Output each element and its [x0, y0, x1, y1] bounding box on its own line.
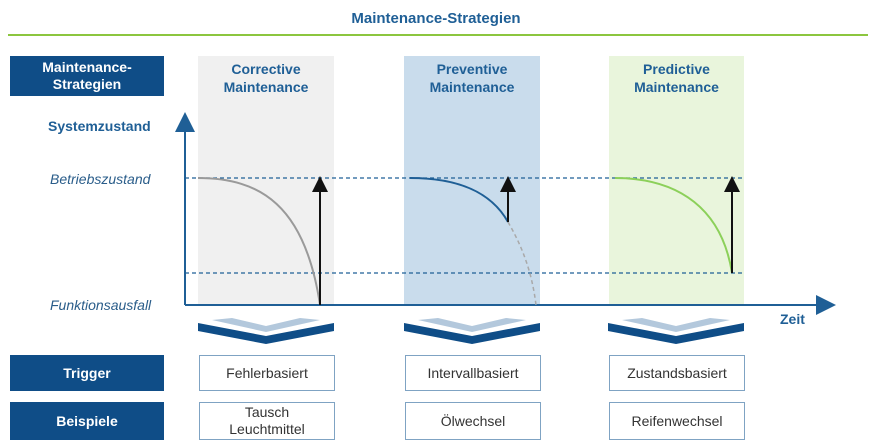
- corrective-title: Corrective Maintenance: [223, 61, 309, 95]
- preventive-column: [404, 56, 540, 304]
- row-label-examples: Beispiele: [10, 402, 164, 440]
- level-failure-label: Funktionsausfall: [50, 297, 152, 313]
- x-axis-title: Zeit: [780, 311, 805, 327]
- level-operating-label: Betriebszustand: [50, 171, 151, 187]
- corrective-example: Tausch Leuchtmittel: [199, 402, 335, 440]
- y-axis-title: Systemzustand: [48, 118, 151, 134]
- page-title: Maintenance-Strategien: [351, 10, 521, 27]
- preventive-trigger: Intervallbasiert: [405, 355, 541, 391]
- predictive-degradation-curve: [614, 177, 733, 274]
- predictive-title: Predictive Maintenance: [634, 61, 719, 95]
- preventive-title: Preventive Maintenance: [429, 61, 515, 95]
- predictive-chevron: [608, 318, 744, 344]
- predictive-column: [609, 56, 744, 304]
- preventive-degradation-curve: [409, 177, 509, 223]
- corrective-chevron: [198, 318, 334, 344]
- corrective-trigger: Fehlerbasiert: [199, 355, 335, 391]
- predictive-example: Reifenwechsel: [609, 402, 745, 440]
- preventive-chevron: [404, 318, 540, 344]
- row-label-trigger: Trigger: [10, 355, 164, 391]
- preventive-example: Ölwechsel: [405, 402, 541, 440]
- preventive-projected-curve: [507, 221, 537, 306]
- row-label-strategies: Maintenance- Strategien: [10, 56, 164, 96]
- corrective-degradation-curve: [197, 177, 321, 306]
- predictive-trigger: Zustandsbasiert: [609, 355, 745, 391]
- title-divider: [8, 34, 868, 36]
